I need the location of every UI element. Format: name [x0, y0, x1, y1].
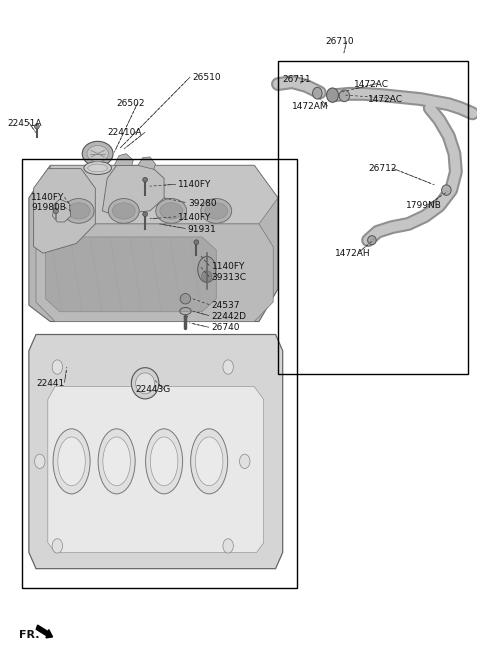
Bar — [278, 61, 468, 373]
Ellipse shape — [326, 88, 338, 102]
Text: 22443G: 22443G — [136, 385, 171, 394]
Polygon shape — [36, 224, 273, 321]
Polygon shape — [29, 335, 283, 569]
Ellipse shape — [52, 360, 62, 374]
Ellipse shape — [198, 256, 216, 283]
Text: 1799NB: 1799NB — [406, 201, 442, 210]
Text: 1472AM: 1472AM — [292, 102, 329, 112]
Ellipse shape — [63, 199, 94, 223]
Text: 39313C: 39313C — [212, 273, 247, 282]
Ellipse shape — [67, 203, 90, 219]
Ellipse shape — [98, 429, 135, 494]
Ellipse shape — [339, 90, 349, 102]
Ellipse shape — [150, 437, 178, 485]
Polygon shape — [48, 386, 264, 552]
Ellipse shape — [143, 177, 147, 182]
Ellipse shape — [84, 161, 111, 174]
Text: 26712: 26712 — [368, 164, 396, 173]
Text: 91980B: 91980B — [31, 203, 66, 212]
Text: 22441: 22441 — [36, 379, 64, 388]
Ellipse shape — [205, 203, 228, 219]
Ellipse shape — [240, 454, 250, 468]
Ellipse shape — [87, 146, 108, 162]
Ellipse shape — [368, 236, 376, 245]
Ellipse shape — [202, 271, 212, 281]
Ellipse shape — [201, 199, 232, 223]
Ellipse shape — [58, 437, 85, 485]
Text: 24537: 24537 — [212, 300, 240, 310]
Text: 1472AC: 1472AC — [368, 94, 403, 104]
Ellipse shape — [145, 429, 182, 494]
Ellipse shape — [82, 141, 113, 166]
Ellipse shape — [143, 212, 147, 216]
Text: 39280: 39280 — [188, 199, 216, 207]
Text: 26510: 26510 — [192, 73, 221, 82]
Ellipse shape — [180, 293, 191, 304]
Polygon shape — [29, 165, 278, 321]
Polygon shape — [114, 154, 133, 165]
Polygon shape — [138, 157, 156, 169]
Polygon shape — [102, 165, 164, 214]
Text: 1472AC: 1472AC — [354, 79, 389, 89]
Ellipse shape — [156, 199, 187, 223]
Text: 22410A: 22410A — [107, 129, 142, 137]
Text: 26710: 26710 — [325, 37, 354, 47]
Text: 22451A: 22451A — [8, 119, 42, 128]
Text: 91931: 91931 — [188, 224, 216, 234]
Text: FR.: FR. — [19, 630, 40, 640]
Text: 26711: 26711 — [283, 75, 312, 84]
Ellipse shape — [35, 454, 45, 468]
Polygon shape — [50, 165, 278, 224]
Text: 1472AH: 1472AH — [335, 249, 371, 258]
Ellipse shape — [194, 240, 199, 245]
Text: 1140FY: 1140FY — [179, 213, 212, 222]
Text: 22442D: 22442D — [212, 312, 247, 321]
Polygon shape — [53, 199, 71, 222]
Ellipse shape — [53, 429, 90, 494]
Text: 26740: 26740 — [212, 323, 240, 333]
Ellipse shape — [195, 437, 223, 485]
Ellipse shape — [132, 367, 159, 399]
Polygon shape — [34, 169, 96, 253]
Ellipse shape — [52, 539, 62, 553]
Ellipse shape — [54, 209, 58, 213]
Ellipse shape — [112, 203, 135, 219]
Bar — [22, 159, 297, 588]
Ellipse shape — [160, 203, 182, 219]
Polygon shape — [46, 237, 216, 312]
Ellipse shape — [442, 185, 451, 195]
Text: 1140FY: 1140FY — [31, 194, 65, 203]
Ellipse shape — [312, 87, 322, 99]
Ellipse shape — [108, 199, 139, 223]
Ellipse shape — [136, 373, 155, 394]
Ellipse shape — [223, 539, 233, 553]
Ellipse shape — [191, 429, 228, 494]
Text: 1140FY: 1140FY — [212, 262, 245, 271]
Ellipse shape — [103, 437, 131, 485]
Text: 26502: 26502 — [117, 99, 145, 108]
FancyArrow shape — [36, 625, 52, 638]
Ellipse shape — [35, 124, 39, 129]
Ellipse shape — [223, 360, 233, 374]
Text: 1140FY: 1140FY — [179, 180, 212, 190]
